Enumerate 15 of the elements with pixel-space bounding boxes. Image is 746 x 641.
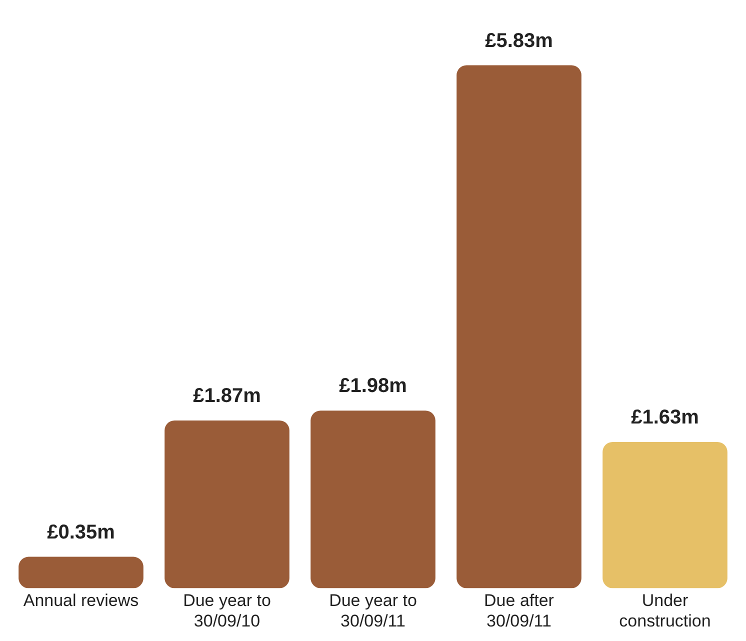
- x-tick-label: Annual reviews: [23, 591, 139, 610]
- x-tick-label: Due after 30/09/11: [484, 591, 554, 630]
- bar: [18, 556, 144, 588]
- data-label: £0.35m: [47, 521, 115, 544]
- bar: [456, 65, 582, 588]
- bar: [310, 410, 436, 588]
- data-label: £1.63m: [631, 406, 699, 429]
- x-tick-label: Under construction: [619, 591, 711, 630]
- x-tick-label: Due year to 30/09/11: [329, 591, 417, 630]
- data-label: £5.83m: [485, 30, 553, 52]
- x-tick-label: Due year to 30/09/10: [183, 591, 271, 630]
- bar: [602, 442, 728, 588]
- data-label: £1.87m: [193, 384, 261, 407]
- data-label: £1.98m: [339, 375, 407, 398]
- bar: [164, 420, 290, 588]
